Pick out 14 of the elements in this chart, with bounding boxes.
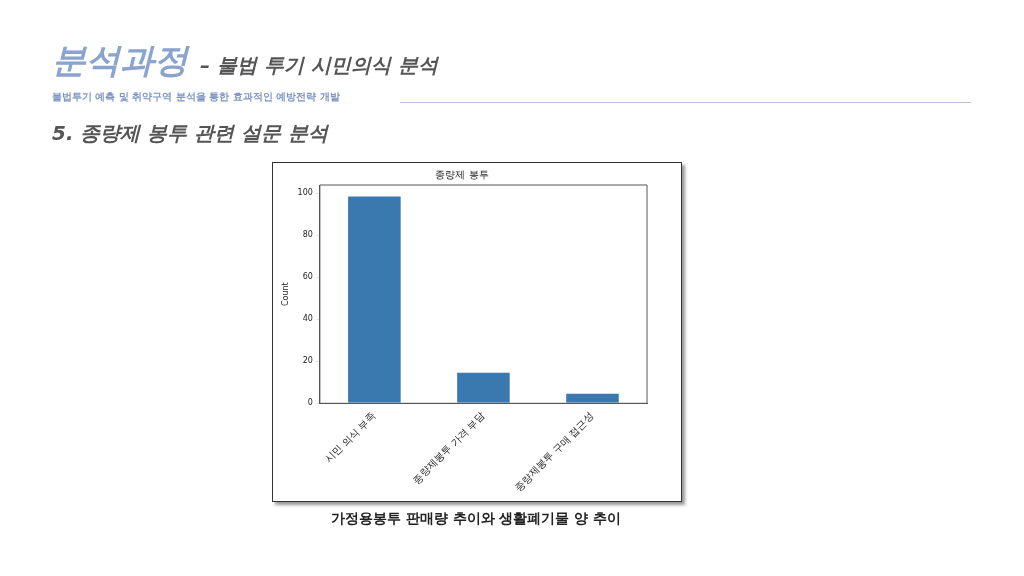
- text: 5. 종량제 봉투 관련 설문 분석: [52, 120, 329, 147]
- chart-title: 종량제 봉투: [435, 168, 489, 180]
- text: 불법투기 예측 및 취약구역 분석을 통한 효과적인 예방전략 개발: [52, 90, 340, 104]
- text: – 불법 투기 시민의식 분석: [200, 52, 438, 79]
- text: 분석과정: [52, 39, 188, 82]
- text: 가정용봉투 판매량 추이와 생활폐기물 양 추이: [329, 510, 623, 528]
- y-axis-title: Count: [280, 282, 290, 307]
- y-tick-label: 80: [302, 230, 313, 240]
- y-tick-label: 20: [302, 356, 313, 366]
- y-tick-label: 0: [307, 398, 313, 408]
- y-tick-label: 40: [302, 314, 313, 324]
- x-tick-label: 시민 의식 부족: [322, 410, 378, 465]
- y-tick-label: 100: [297, 188, 313, 198]
- y-tick-label: 60: [302, 272, 313, 282]
